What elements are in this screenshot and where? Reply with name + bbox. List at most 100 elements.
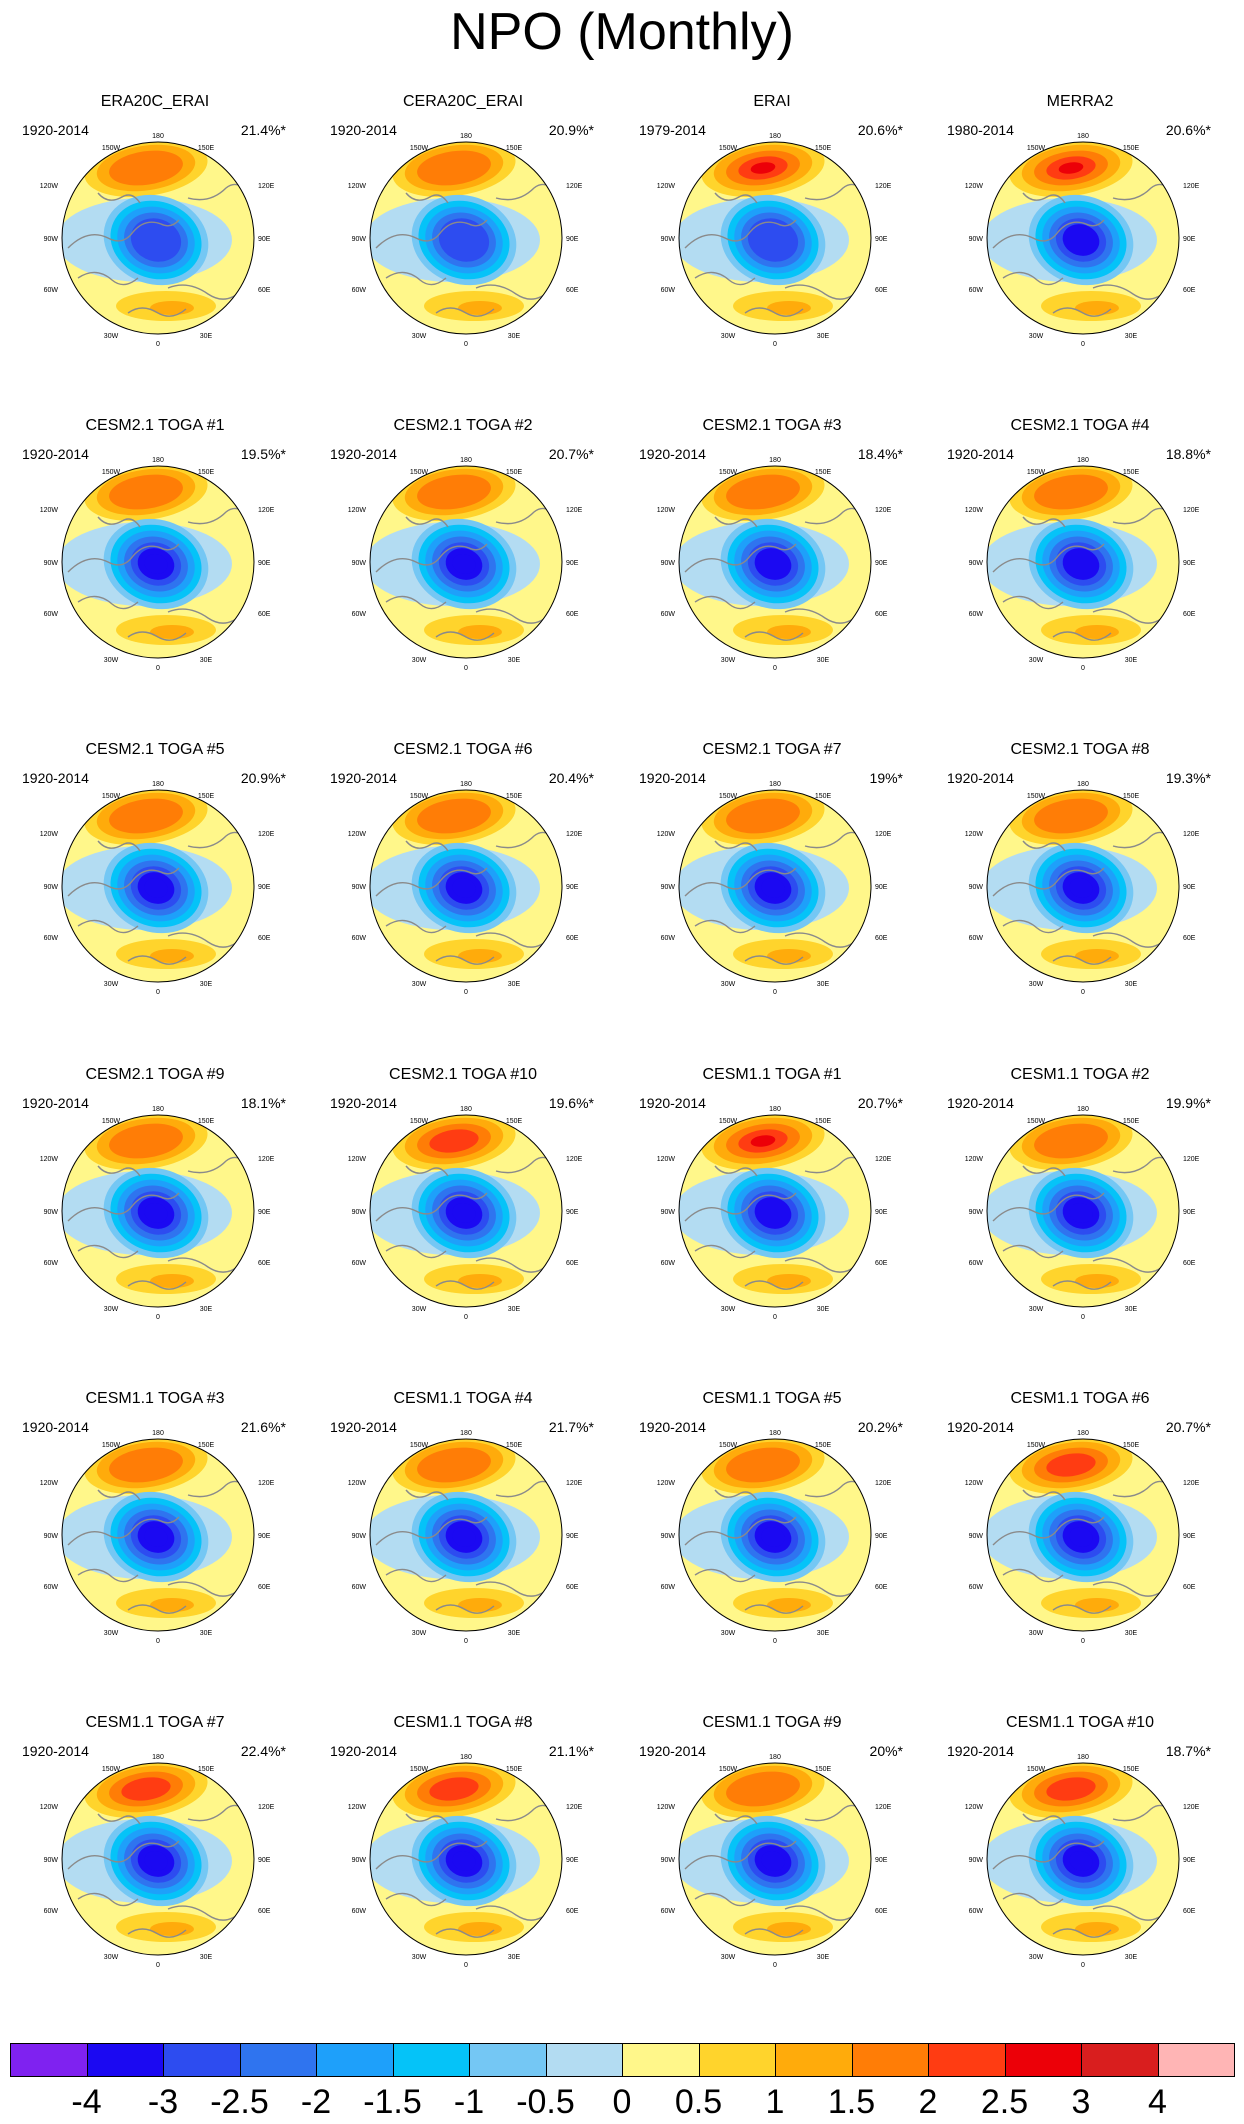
low-anomaly-contour — [761, 1851, 785, 1871]
lon-label: 150W — [410, 793, 429, 800]
lon-label: 120E — [258, 1480, 275, 1487]
high-anomaly-contour — [1034, 798, 1108, 834]
panel-title: CESM1.1 TOGA #7 — [85, 1714, 225, 1731]
polar-map: 180 150W 150E 120W 120E 90W 90E 60W 60E 30W 30E 0 — [40, 1754, 275, 1969]
lon-label: 150W — [410, 1766, 429, 1773]
map-border — [986, 1762, 1180, 1956]
polar-map: 180 150W 150E 120W 120E 90W 90E 60W 60E 30W 30E 0 — [657, 457, 892, 672]
lon-label: 120E — [566, 507, 583, 514]
lon-label: 30E — [817, 1630, 830, 1637]
lon-label: 0 — [773, 341, 777, 348]
lon-label: 120W — [965, 1804, 984, 1811]
lon-label: 150W — [410, 1442, 429, 1449]
lon-label: 30E — [817, 981, 830, 988]
lon-label: 150W — [102, 1118, 121, 1125]
polar-map: 180 150W 150E 120W 120E 90W 90E 60W 60E 30W 30E 0 — [348, 1430, 583, 1645]
lon-label: 120W — [965, 1156, 984, 1163]
lon-label: 90E — [258, 560, 271, 567]
map-panel: 180 150W 150E 120W 120E 90W 90E 60W 60E 30W 30E 0 ME… — [925, 92, 1235, 412]
lon-label: 180 — [152, 133, 164, 140]
lon-label: 120E — [258, 1156, 275, 1163]
lon-label: 150E — [1123, 1118, 1140, 1125]
lon-label: 0 — [464, 1638, 468, 1645]
lon-label: 150E — [1123, 469, 1140, 476]
panel-title: CESM2.1 TOGA #6 — [393, 741, 533, 758]
lon-label: 90W — [352, 884, 367, 891]
lon-label: 120E — [875, 1480, 892, 1487]
figure-title: NPO (Monthly) — [450, 3, 794, 61]
map-panel: 180 150W 150E 120W 120E 90W 90E 60W 60E 30W 30E 0 CE… — [925, 416, 1235, 736]
colorbar-swatch — [392, 2043, 470, 2077]
panel-variance: 19.9%* — [1165, 1095, 1211, 1111]
lon-label: 150W — [102, 469, 121, 476]
panel-title: CESM2.1 TOGA #3 — [702, 417, 842, 434]
lon-label: 120E — [1183, 507, 1200, 514]
panel-title: CESM1.1 TOGA #3 — [85, 1390, 225, 1407]
lon-label: 60E — [875, 1908, 888, 1915]
polar-map: 180 150W 150E 120W 120E 90W 90E 60W 60E 30W 30E 0 — [348, 781, 583, 996]
lon-label: 150W — [719, 1118, 738, 1125]
colorbar-tick-label: 0.5 — [674, 2083, 723, 2121]
lon-label: 60W — [352, 611, 367, 618]
panel-period: 1920-2014 — [22, 122, 89, 138]
colorbar-swatch — [1081, 2043, 1159, 2077]
panel-variance: 19%* — [869, 770, 903, 786]
panel-period: 1979-2014 — [639, 122, 706, 138]
high-anomaly-contour — [726, 1447, 800, 1483]
lon-label: 150E — [198, 469, 215, 476]
high-anomaly-contour — [417, 798, 491, 834]
lon-label: 90E — [258, 236, 271, 243]
lon-label: 150W — [1027, 793, 1046, 800]
lon-label: 60W — [661, 1260, 676, 1267]
panel-title: CESM2.1 TOGA #5 — [85, 741, 225, 758]
lon-label: 60E — [566, 1908, 579, 1915]
lon-label: 180 — [460, 1106, 472, 1113]
lon-label: 0 — [773, 665, 777, 672]
lon-label: 60E — [1183, 1260, 1196, 1267]
lon-label: 180 — [1077, 1430, 1089, 1437]
lon-label: 0 — [156, 1638, 160, 1645]
lon-label: 30E — [200, 333, 213, 340]
lon-label: 90W — [44, 884, 59, 891]
lon-label: 150E — [198, 1442, 215, 1449]
lon-label: 90E — [566, 560, 579, 567]
lon-label: 30W — [721, 1630, 736, 1637]
panel-period: 1920-2014 — [639, 1419, 706, 1435]
lon-label: 180 — [460, 133, 472, 140]
panel-variance: 21.7%* — [548, 1419, 594, 1435]
lon-label: 30E — [817, 1954, 830, 1961]
lon-label: 30E — [508, 981, 521, 988]
high-anomaly-contour — [109, 798, 183, 834]
lon-label: 60W — [352, 1908, 367, 1915]
lon-label: 120W — [40, 507, 59, 514]
lon-label: 60E — [1183, 611, 1196, 618]
lon-label: 90W — [44, 1533, 59, 1540]
lon-label: 60W — [44, 1584, 59, 1591]
lon-label: 150W — [102, 793, 121, 800]
lon-label: 120W — [348, 183, 367, 190]
lon-label: 0 — [156, 1962, 160, 1969]
panel-period: 1920-2014 — [947, 1419, 1014, 1435]
lon-label: 30W — [1029, 333, 1044, 340]
panel-variance: 19.3%* — [1165, 770, 1211, 786]
map-panel: 180 150W 150E 120W 120E 90W 90E 60W 60E 30W 30E 0 CE… — [617, 740, 927, 1060]
map-panel: 180 150W 150E 120W 120E 90W 90E 60W 60E 30W 30E 0 CE… — [308, 740, 618, 1060]
map-border — [678, 465, 872, 659]
colorbar-tick-label: -2.5 — [210, 2083, 269, 2121]
lon-label: 180 — [1077, 133, 1089, 140]
panel-title: CESM1.1 TOGA #9 — [702, 1714, 842, 1731]
lon-label: 60E — [875, 1584, 888, 1591]
lon-label: 30W — [104, 1630, 119, 1637]
high-anomaly-contour — [429, 1129, 479, 1153]
lon-label: 90E — [566, 1209, 579, 1216]
lon-label: 90W — [661, 884, 676, 891]
lon-label: 0 — [464, 989, 468, 996]
map-panel: 180 150W 150E 120W 120E 90W 90E 60W 60E 30W 30E 0 CE… — [617, 1713, 927, 2033]
map-panel: 180 150W 150E 120W 120E 90W 90E 60W 60E 30W 30E 0 CE… — [925, 1713, 1235, 2033]
lon-label: 90W — [969, 884, 984, 891]
low-anomaly-contour — [1069, 878, 1093, 898]
colorbar-swatch — [316, 2043, 394, 2077]
low-anomaly-contour — [747, 218, 799, 262]
lon-label: 150W — [410, 469, 429, 476]
lon-label: 120W — [657, 1156, 676, 1163]
